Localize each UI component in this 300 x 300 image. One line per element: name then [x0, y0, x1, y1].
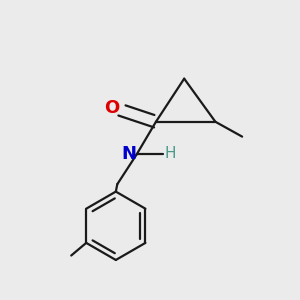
Text: N: N — [122, 145, 136, 163]
Text: H: H — [164, 146, 176, 161]
Text: O: O — [104, 99, 120, 117]
